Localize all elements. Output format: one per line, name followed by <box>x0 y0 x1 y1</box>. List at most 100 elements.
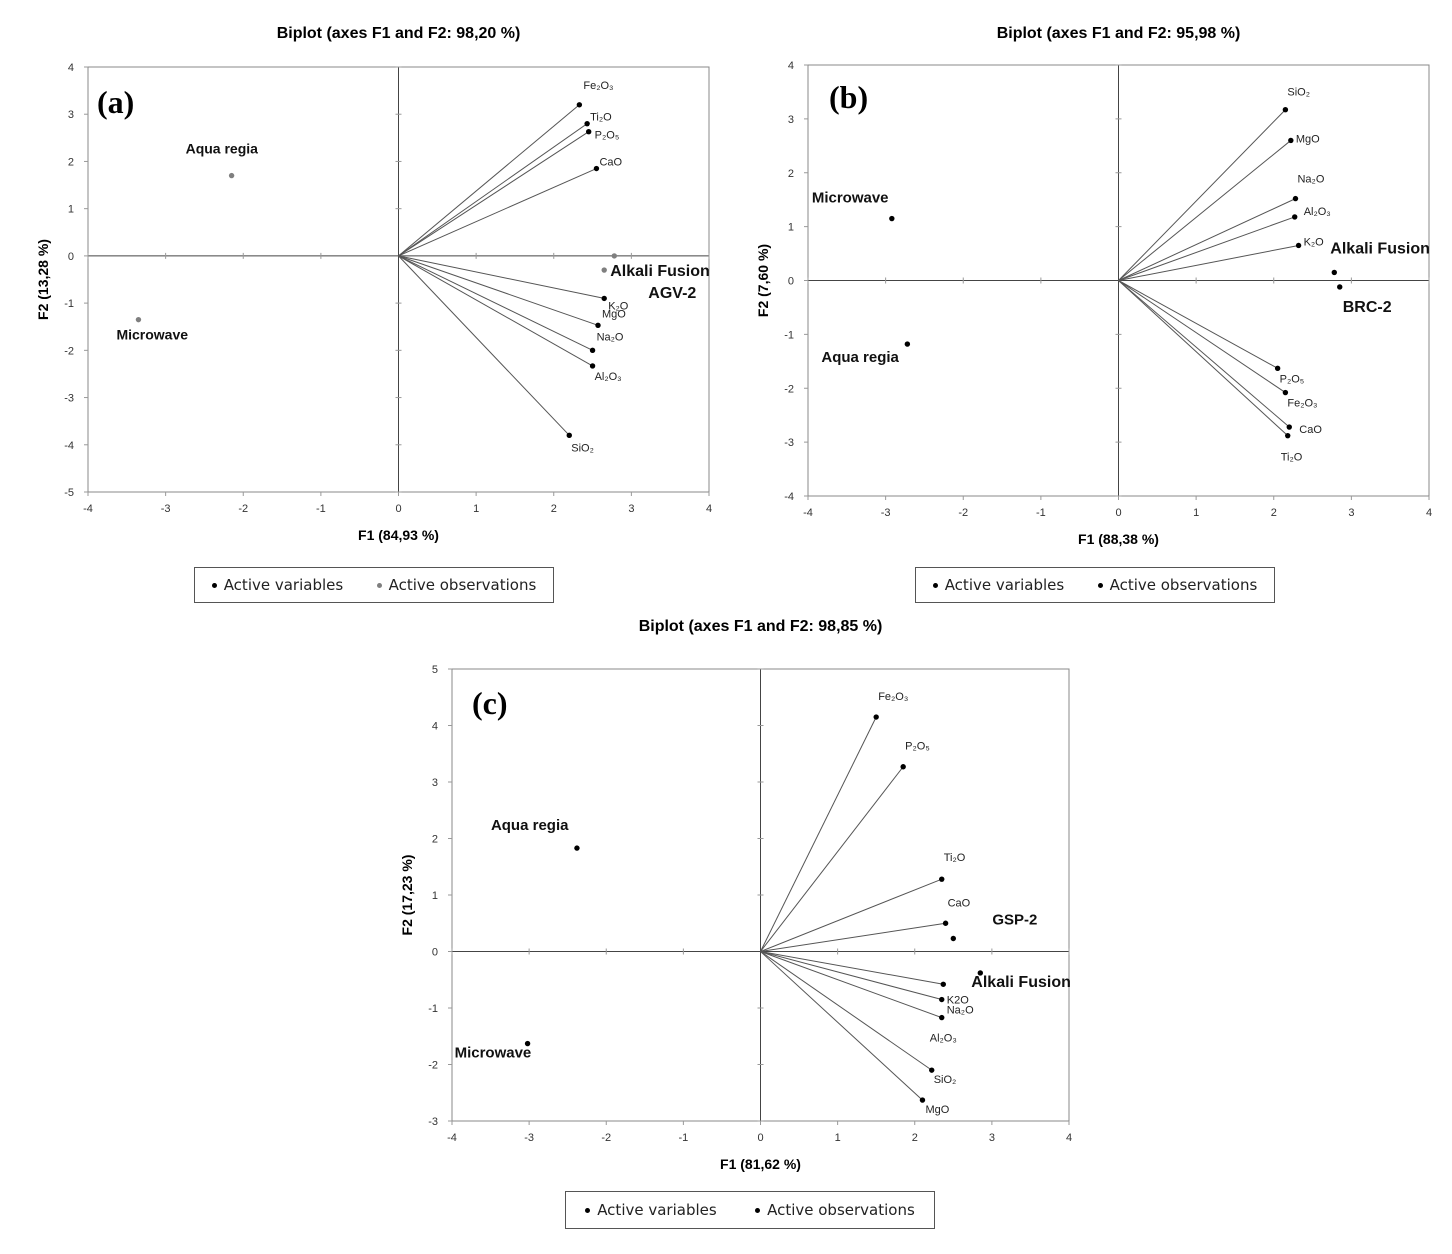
y-tick-label: -4 <box>64 440 74 452</box>
variable-label-na2o: Na₂O <box>1297 174 1324 186</box>
vector-k2o <box>1118 244 1299 281</box>
legend-item-variables: Active variables <box>211 576 343 594</box>
y-tick-label: -1 <box>64 298 74 310</box>
vector-k2o <box>760 951 942 1001</box>
variable-point-na2o <box>1292 195 1299 202</box>
legend-item-variables: Active variables <box>932 576 1065 594</box>
x-tick-label: -3 <box>881 507 891 519</box>
observation-point-alkali-fusion <box>601 267 607 273</box>
variable-label-mgo: MgO <box>602 308 626 320</box>
vector-ti2o <box>760 878 942 952</box>
variable-point-ti2o <box>584 120 590 127</box>
legend-c: Active variables Active observations <box>565 1191 935 1229</box>
x-axis-label: F1 (84,93 %) <box>358 527 439 543</box>
vector-cao <box>760 922 946 952</box>
x-tick-label: -3 <box>161 503 171 515</box>
vector-al2o3 <box>398 255 593 367</box>
variable-point-mgo <box>1288 137 1294 144</box>
variable-label-na2o: Na₂O <box>947 1005 974 1017</box>
observation-point-alkali-fusion <box>977 970 984 976</box>
x-tick-label: -4 <box>803 507 813 519</box>
y-tick-label: 2 <box>788 168 794 180</box>
x-tick-label: 3 <box>989 1132 995 1144</box>
legend-dot-variables <box>211 582 217 588</box>
legend-label-variables: Active variables <box>944 576 1065 594</box>
y-tick-label: 0 <box>788 276 794 288</box>
legend-item-variables: Active variables <box>585 1201 717 1219</box>
variable-point-cao <box>942 920 949 926</box>
variable-label-sio2: SiO₂ <box>571 442 594 454</box>
y-tick-label: 0 <box>68 251 74 263</box>
observation-label-aqua-regia: Aqua regia <box>186 141 259 157</box>
y-tick-label: 4 <box>788 60 794 72</box>
variable-label-cao: CaO <box>1299 424 1322 436</box>
variable-label-cao: CaO <box>599 157 622 169</box>
variable-point-sio2 <box>566 432 572 439</box>
y-axis-label: F2 (17,23 %) <box>399 855 415 936</box>
variable-point-cao <box>593 165 600 172</box>
observation-point-aqua-regia <box>228 172 235 179</box>
chart-title: Biplot (axes F1 and F2: 98,20 %) <box>277 25 521 42</box>
x-tick-label: 4 <box>1066 1132 1072 1144</box>
vector-p2o5 <box>398 131 589 257</box>
variable-point-p2o5 <box>1274 365 1281 372</box>
vector-na2o <box>760 951 942 1019</box>
vector-cao <box>398 168 597 257</box>
y-tick-label: -3 <box>64 393 74 405</box>
x-tick-label: -2 <box>601 1132 611 1144</box>
variable-label-p2o5: P₂O₅ <box>905 741 930 753</box>
legend-dot-variables <box>932 582 938 588</box>
x-tick-label: -3 <box>524 1132 534 1144</box>
vector-na2o <box>398 255 593 351</box>
variable-label-ti2o: Ti₂O <box>1281 452 1303 464</box>
vector-p2o5 <box>760 766 904 952</box>
x-tick-label: 0 <box>1115 507 1121 519</box>
vector-mgo <box>398 255 599 326</box>
y-tick-label: 1 <box>432 890 438 902</box>
legend-dot-observations <box>376 582 382 588</box>
vector-mgo <box>760 951 923 1101</box>
variable-label-k2o: K2O <box>947 995 969 1007</box>
y-tick-label: -1 <box>784 329 794 341</box>
x-tick-label: 4 <box>706 503 712 515</box>
variable-label-ti2o: Ti₂O <box>944 852 966 864</box>
variable-label-k2o: K₂O <box>1304 236 1325 248</box>
y-tick-label: -2 <box>784 383 794 395</box>
observation-point-gsp-2 <box>950 935 957 942</box>
y-tick-label: 3 <box>432 777 438 789</box>
observation-label-brc-2: BRC-2 <box>1343 299 1392 316</box>
x-tick-label: 3 <box>628 503 634 515</box>
x-tick-label: 2 <box>1271 507 1277 519</box>
vector-k2o <box>398 255 605 299</box>
vector-al2o3 <box>1118 216 1295 281</box>
variable-point-cao <box>1286 424 1292 430</box>
x-tick-label: 2 <box>912 1132 918 1144</box>
observation-label-aqua-regia: Aqua regia <box>491 817 569 834</box>
vector-fe2o3 <box>1118 280 1286 393</box>
x-tick-label: -4 <box>83 503 93 515</box>
x-axis-label: F1 (88,38 %) <box>1078 531 1159 547</box>
variable-point-na2o <box>939 1014 945 1021</box>
observation-label-microwave: Microwave <box>116 327 188 343</box>
observation-label-alkali-fusion: Alkali Fusion <box>610 263 710 280</box>
vector-fe2o3 <box>760 716 877 952</box>
y-tick-label: -4 <box>784 491 794 503</box>
variable-point-k2o <box>939 996 945 1003</box>
panel-label: (c) <box>472 685 508 721</box>
variable-point-ti2o <box>939 876 945 882</box>
y-tick-label: -2 <box>64 345 74 357</box>
variable-point-fe2o3 <box>873 714 879 720</box>
chart-title: Biplot (axes F1 and F2: 98,85 %) <box>639 618 883 635</box>
y-axis-label: F2 (7,60 %) <box>755 244 771 317</box>
legend-b: Active variables Active observations <box>915 567 1275 603</box>
y-tick-label: 1 <box>68 204 74 216</box>
legend-item-observations: Active observations <box>1097 576 1257 594</box>
variable-point-k2o <box>601 295 607 302</box>
variable-point-k2o <box>1295 242 1302 249</box>
variable-label-p2o5: P₂O₅ <box>1280 373 1305 385</box>
variable-point-al2o3 <box>1292 214 1298 220</box>
x-tick-label: 3 <box>1348 507 1354 519</box>
variable-label-fe2o3: Fe₂O₃ <box>583 80 613 92</box>
y-tick-label: 2 <box>68 156 74 168</box>
